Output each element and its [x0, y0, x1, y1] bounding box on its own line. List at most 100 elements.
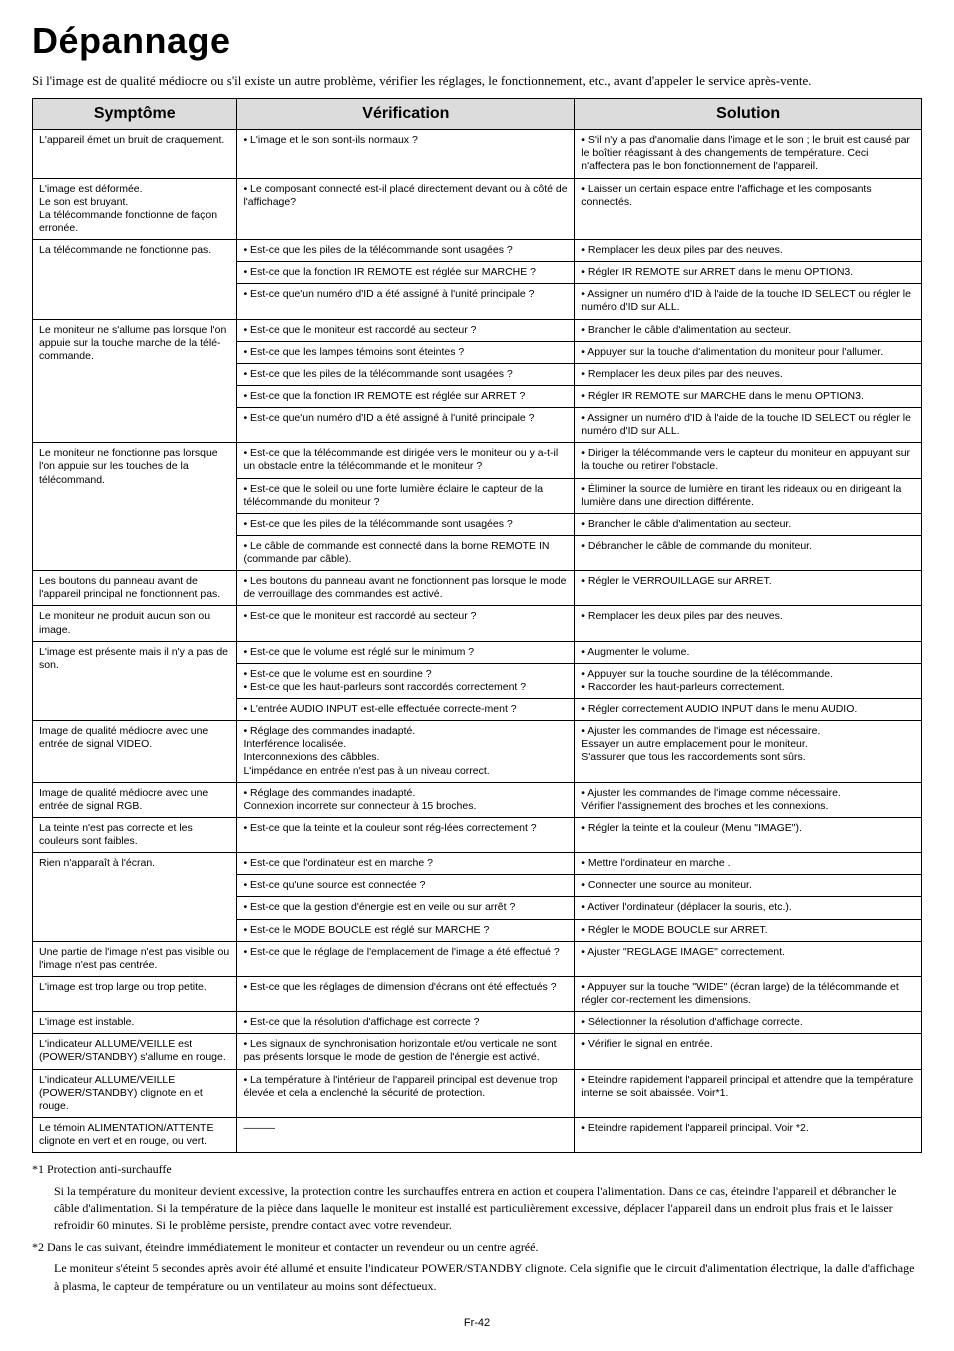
cell-symptom: L'image est déformée. Le son est bruyant…	[33, 178, 237, 240]
cell-solution: • Brancher le câble d'alimentation au se…	[575, 513, 922, 535]
cell-solution: • Eteindre rapidement l'appareil princip…	[575, 1069, 922, 1117]
cell-verification: • Est-ce que'un numéro d'ID a été assign…	[237, 284, 575, 319]
cell-verification: • Est-ce que le réglage de l'emplacement…	[237, 941, 575, 976]
table-row: L'appareil émet un bruit de craquement.•…	[33, 130, 922, 178]
cell-symptom: L'indicateur ALLUME/VEILLE est (POWER/ST…	[33, 1034, 237, 1069]
cell-solution: • Régler correctement AUDIO INPUT dans l…	[575, 699, 922, 721]
table-row: Le moniteur ne fonctionne pas lorsque l'…	[33, 443, 922, 478]
footnote-1-body: Si la température du moniteur devient ex…	[32, 1183, 922, 1235]
table-row: Le moniteur ne produit aucun son ou imag…	[33, 606, 922, 641]
cell-symptom: Le moniteur ne s'allume pas lorsque l'on…	[33, 319, 237, 443]
cell-solution: • Assigner un numéro d'ID à l'aide de la…	[575, 284, 922, 319]
table-row: Image de qualité médiocre avec une entré…	[33, 721, 922, 783]
page-title: Dépannage	[32, 20, 922, 62]
table-row: L'indicateur ALLUME/VEILLE (POWER/STANDB…	[33, 1069, 922, 1117]
footnote-2-body: Le moniteur s'éteint 5 secondes après av…	[32, 1260, 922, 1295]
cell-symptom: La teinte n'est pas correcte et les coul…	[33, 817, 237, 852]
table-row: L'image est instable.• Est-ce que la rés…	[33, 1012, 922, 1034]
cell-verification: • Est-ce que les lampes témoins sont éte…	[237, 341, 575, 363]
cell-verification: • Le câble de commande est connecté dans…	[237, 535, 575, 570]
cell-solution: • S'il n'y a pas d'anomalie dans l'image…	[575, 130, 922, 178]
cell-solution: • Ajuster "REGLAGE IMAGE" correctement.	[575, 941, 922, 976]
table-row: Image de qualité médiocre avec une entré…	[33, 782, 922, 817]
table-head-row: Symptôme Vérification Solution	[33, 99, 922, 130]
table-row: Les boutons du panneau avant de l'appare…	[33, 571, 922, 606]
table-row: La télécommande ne fonctionne pas.• Est-…	[33, 240, 922, 262]
cell-symptom: Rien n'apparaît à l'écran.	[33, 853, 237, 942]
cell-solution: • Appuyer sur la touche sourdine de la t…	[575, 663, 922, 698]
cell-solution: • Laisser un certain espace entre l'affi…	[575, 178, 922, 240]
cell-solution: • Remplacer les deux piles par des neuve…	[575, 606, 922, 641]
col-verification: Vérification	[237, 99, 575, 130]
cell-verification: • Est-ce que les réglages de dimension d…	[237, 976, 575, 1011]
cell-verification: ———	[237, 1117, 575, 1152]
cell-symptom: Le témoin ALIMENTATION/ATTENTE clignote …	[33, 1117, 237, 1152]
cell-verification: • Réglage des commandes inadapté. Interf…	[237, 721, 575, 783]
cell-solution: • Ajuster les commandes de l'image est n…	[575, 721, 922, 783]
cell-solution: • Ajuster les commandes de l'image comme…	[575, 782, 922, 817]
col-symptom: Symptôme	[33, 99, 237, 130]
cell-solution: • Régler IR REMOTE sur MARCHE dans le me…	[575, 385, 922, 407]
cell-verification: • Est-ce que la fonction IR REMOTE est r…	[237, 262, 575, 284]
cell-symptom: Les boutons du panneau avant de l'appare…	[33, 571, 237, 606]
cell-verification: • Les signaux de synchronisation horizon…	[237, 1034, 575, 1069]
cell-verification: • Est-ce que la fonction IR REMOTE est r…	[237, 385, 575, 407]
table-row: L'indicateur ALLUME/VEILLE est (POWER/ST…	[33, 1034, 922, 1069]
cell-symptom: L'image est présente mais il n'y a pas d…	[33, 641, 237, 721]
table-row: Une partie de l'image n'est pas visible …	[33, 941, 922, 976]
cell-solution: • Eteindre rapidement l'appareil princip…	[575, 1117, 922, 1152]
cell-solution: • Diriger la télécommande vers le capteu…	[575, 443, 922, 478]
cell-solution: • Éliminer la source de lumière en tiran…	[575, 478, 922, 513]
cell-solution: • Assigner un numéro d'ID à l'aide de la…	[575, 408, 922, 443]
col-solution: Solution	[575, 99, 922, 130]
cell-symptom: L'image est instable.	[33, 1012, 237, 1034]
table-row: Le témoin ALIMENTATION/ATTENTE clignote …	[33, 1117, 922, 1152]
footnote-1-heading: *1 Protection anti-surchauffe	[32, 1161, 922, 1178]
cell-verification: • Est-ce le MODE BOUCLE est réglé sur MA…	[237, 919, 575, 941]
cell-verification: • Est-ce que le volume est réglé sur le …	[237, 641, 575, 663]
cell-symptom: Image de qualité médiocre avec une entré…	[33, 721, 237, 783]
cell-symptom: Le moniteur ne fonctionne pas lorsque l'…	[33, 443, 237, 571]
cell-verification: • La température à l'intérieur de l'appa…	[237, 1069, 575, 1117]
cell-solution: • Remplacer les deux piles par des neuve…	[575, 363, 922, 385]
cell-verification: • Est-ce que le volume est en sourdine ?…	[237, 663, 575, 698]
cell-symptom: L'indicateur ALLUME/VEILLE (POWER/STANDB…	[33, 1069, 237, 1117]
intro-text: Si l'image est de qualité médiocre ou s'…	[32, 72, 922, 90]
cell-verification: • Est-ce que les piles de la télécommand…	[237, 513, 575, 535]
cell-verification: • Est-ce que la télécommande est dirigée…	[237, 443, 575, 478]
cell-verification: • L'entrée AUDIO INPUT est-elle effectué…	[237, 699, 575, 721]
cell-symptom: Le moniteur ne produit aucun son ou imag…	[33, 606, 237, 641]
cell-solution: • Sélectionner la résolution d'affichage…	[575, 1012, 922, 1034]
cell-solution: • Brancher le câble d'alimentation au se…	[575, 319, 922, 341]
cell-verification: • Est-ce qu'une source est connectée ?	[237, 875, 575, 897]
cell-verification: • Est-ce que la résolution d'affichage e…	[237, 1012, 575, 1034]
table-row: Rien n'apparaît à l'écran.• Est-ce que l…	[33, 853, 922, 875]
cell-verification: • L'image et le son sont-ils normaux ?	[237, 130, 575, 178]
cell-solution: • Appuyer sur la touche d'alimentation d…	[575, 341, 922, 363]
cell-solution: • Régler la teinte et la couleur (Menu "…	[575, 817, 922, 852]
cell-verification: • Est-ce que l'ordinateur est en marche …	[237, 853, 575, 875]
cell-verification: • Est-ce que le moniteur est raccordé au…	[237, 319, 575, 341]
table-row: Le moniteur ne s'allume pas lorsque l'on…	[33, 319, 922, 341]
table-row: La teinte n'est pas correcte et les coul…	[33, 817, 922, 852]
cell-verification: • Est-ce que les piles de la télécommand…	[237, 240, 575, 262]
footnote-2-heading: *2 Dans le cas suivant, éteindre immédia…	[32, 1239, 922, 1256]
cell-solution: • Connecter une source au moniteur.	[575, 875, 922, 897]
cell-verification: • Est-ce que le moniteur est raccordé au…	[237, 606, 575, 641]
cell-verification: • Réglage des commandes inadapté. Connex…	[237, 782, 575, 817]
cell-solution: • Appuyer sur la touche "WIDE" (écran la…	[575, 976, 922, 1011]
cell-verification: • Les boutons du panneau avant ne foncti…	[237, 571, 575, 606]
cell-symptom: Image de qualité médiocre avec une entré…	[33, 782, 237, 817]
cell-solution: • Mettre l'ordinateur en marche .	[575, 853, 922, 875]
cell-solution: • Vérifier le signal en entrée.	[575, 1034, 922, 1069]
cell-verification: • Est-ce que les piles de la télécommand…	[237, 363, 575, 385]
cell-verification: • Le composant connecté est-il placé dir…	[237, 178, 575, 240]
cell-verification: • Est-ce que la teinte et la couleur son…	[237, 817, 575, 852]
cell-solution: • Débrancher le câble de commande du mon…	[575, 535, 922, 570]
cell-symptom: La télécommande ne fonctionne pas.	[33, 240, 237, 320]
cell-solution: • Régler le MODE BOUCLE sur ARRET.	[575, 919, 922, 941]
cell-verification: • Est-ce que le soleil ou une forte lumi…	[237, 478, 575, 513]
cell-solution: • Remplacer les deux piles par des neuve…	[575, 240, 922, 262]
cell-symptom: L'image est trop large ou trop petite.	[33, 976, 237, 1011]
cell-solution: • Régler le VERROUILLAGE sur ARRET.	[575, 571, 922, 606]
